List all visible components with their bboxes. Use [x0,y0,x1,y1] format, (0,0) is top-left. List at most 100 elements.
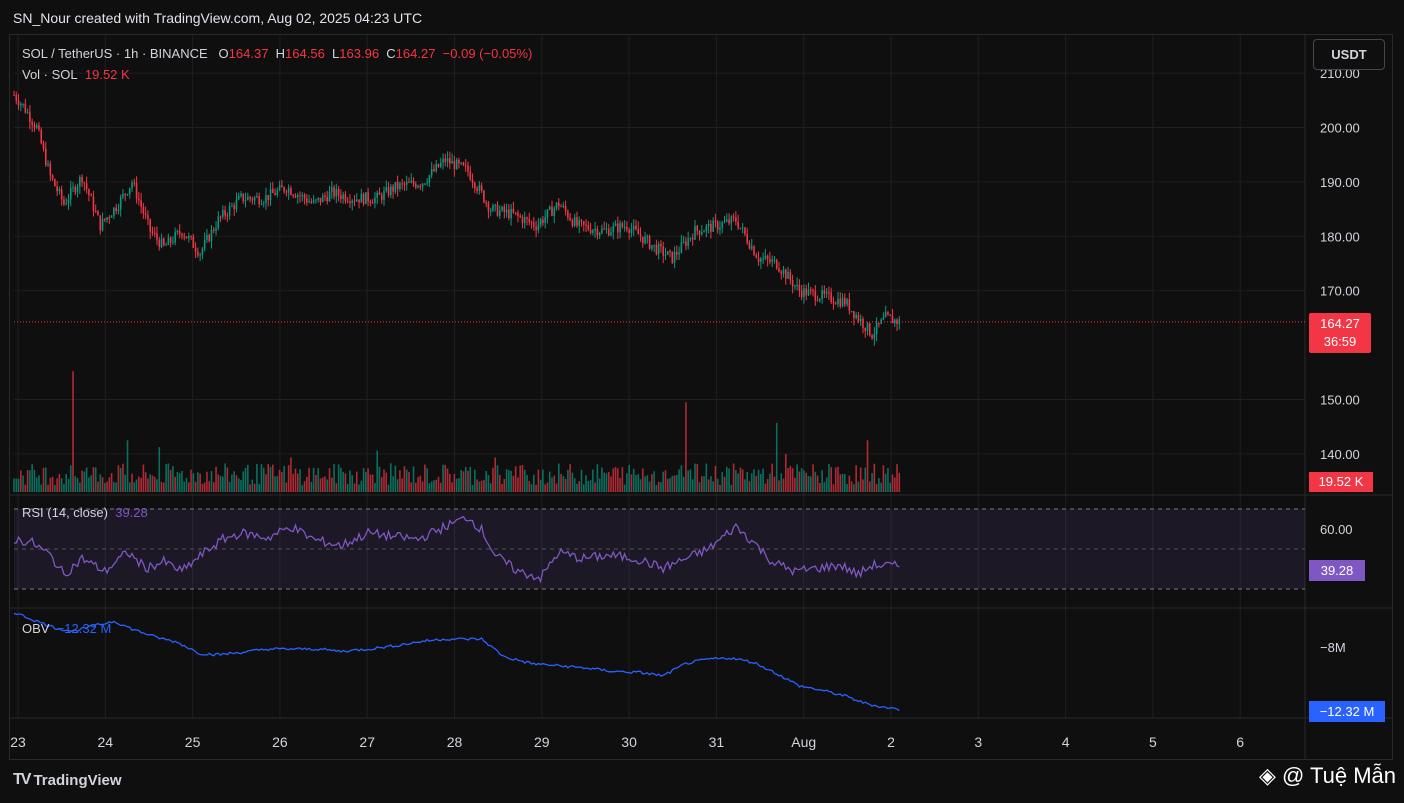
volume-bar [896,464,898,492]
volume-bar [328,468,331,492]
volume-bar [301,485,304,492]
candle-body [344,194,347,201]
volume-bar [355,471,358,492]
volume-bar [183,481,186,492]
obv-legend: OBV −12.32 M [22,621,111,636]
price-chart[interactable]: 210.00200.00190.00180.00170.00150.00140.… [0,0,1404,760]
candle-body [739,227,742,229]
candle-body [142,206,145,214]
candle-body [887,312,889,315]
rsi-value: 39.28 [115,505,148,520]
candle-body [446,158,449,162]
volume-bar [199,473,201,492]
candle-body [567,211,569,218]
tradingview-logo[interactable]: TV TradingView [13,771,122,789]
candle-body [54,179,56,187]
candle-body [794,285,796,287]
volume-label[interactable]: Vol · SOL [22,67,78,82]
candle-body [278,185,281,191]
candle-body [453,160,456,170]
rsi-line [13,515,900,584]
bar-countdown: 36:59 [1323,334,1357,349]
rsi-label[interactable]: RSI (14, close) [22,505,108,520]
volume-bar [735,470,737,492]
volume-bar [190,469,192,492]
volume-bar [512,475,515,492]
volume-bar [312,467,315,492]
candle-body [558,202,560,207]
candle-body [328,191,331,202]
volume-bar [210,471,213,492]
volume-bar [471,485,474,492]
candle-body [478,185,481,191]
volume-bar [160,481,163,492]
volume-bar [151,475,154,492]
candle-body [433,169,435,171]
candle-body [651,245,653,249]
currency-selector[interactable]: USDT [1313,39,1385,70]
candle-body [317,197,319,200]
candle-body [691,237,694,240]
volume-bar [766,478,769,492]
volume-bar [226,467,229,492]
volume-bar [853,484,855,492]
volume-bar [113,482,115,492]
volume-bar [603,472,605,492]
volume-bar [319,478,322,492]
volume-bar [285,482,288,492]
volume-bar [648,481,651,492]
candle-body [526,217,528,219]
candle-body [174,232,176,243]
volume-bar [628,464,630,492]
volume-bar [782,478,785,492]
time-label: 4 [1062,734,1070,750]
candle-body [421,183,424,187]
candle-body [846,299,848,305]
candle-body [126,194,129,196]
volume-bar [317,468,319,492]
candle-body [226,215,229,217]
volume-bar [526,474,528,492]
candle-body [612,225,615,233]
volume-bar [846,484,848,492]
price-tick-label: 200.00 [1320,120,1360,135]
candle-body [832,302,835,304]
volume-bar [569,464,571,492]
volume-bar [54,485,56,492]
candle-body [405,182,408,185]
candle-body [696,225,699,231]
price-axis-ticks: 210.00200.00190.00180.00170.00150.00140.… [1320,66,1360,462]
candle-body [412,180,415,185]
candle-body [487,202,490,212]
candle-body [144,213,147,216]
volume-bar [421,481,424,492]
candle-body [165,244,167,246]
candle-body [707,223,710,226]
volume-bar [47,484,49,492]
candle-body [99,215,102,231]
volume-bar [412,466,415,492]
volume-bar [464,466,467,492]
candle-body [812,289,814,292]
candle-body [208,235,211,242]
volume-bar [401,478,403,492]
volume-value: 19.52 K [84,67,130,82]
volume-bar [79,482,81,492]
volume-bar [576,483,578,492]
volume-bar [725,466,728,492]
volume-bar [439,482,442,492]
volume-bar [169,469,172,492]
candle-body [20,104,22,106]
candle-body [106,217,108,221]
volume-bar [626,473,628,492]
candle-body [69,187,72,200]
volume-bar [789,465,792,492]
volume-bar [346,484,349,492]
volume-bar [40,484,43,492]
volume-bar [376,450,378,492]
symbol-label[interactable]: SOL / TetherUS · 1h · BINANCE [22,46,208,61]
obv-label[interactable]: OBV [22,621,50,636]
volume-bar [809,476,812,492]
candle-body [571,220,574,226]
candle-body [564,205,567,212]
